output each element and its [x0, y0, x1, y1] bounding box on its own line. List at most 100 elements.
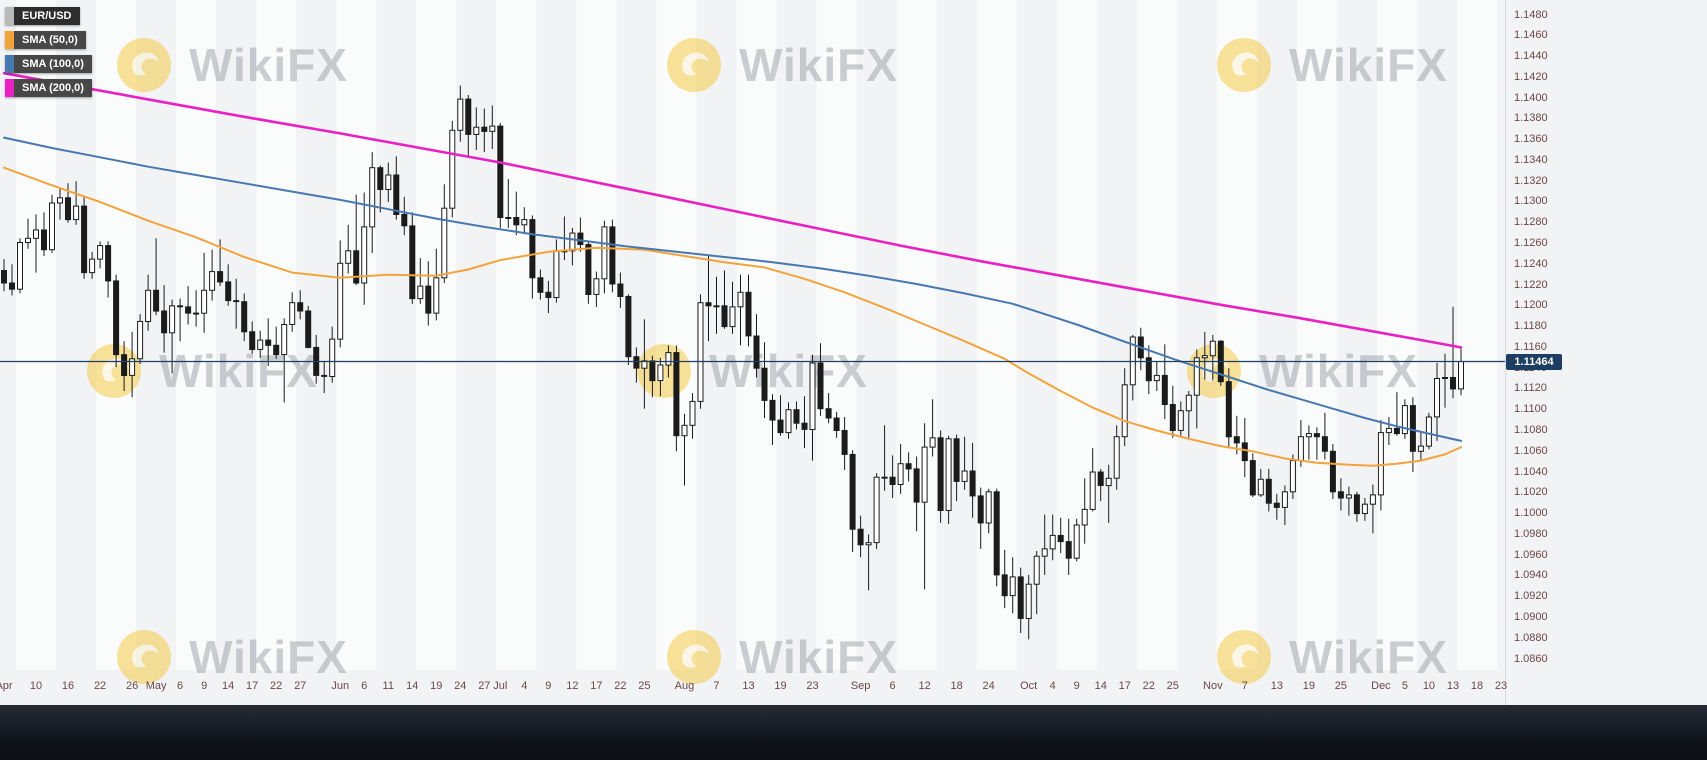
candle [185, 286, 192, 325]
candle [1025, 574, 1032, 640]
price-axis-label: 1.1040 [1514, 465, 1548, 478]
price-axis-label: 1.1400 [1514, 91, 1548, 104]
candle [473, 107, 480, 150]
symbol-badge[interactable]: EUR/USD [5, 7, 80, 25]
sma100-badge[interactable]: SMA (100,0) [5, 55, 92, 73]
candle [593, 271, 600, 307]
price-axis-label: 1.1120 [1514, 382, 1547, 395]
time-axis-label: 12 [918, 680, 931, 692]
price-axis-label: 1.1260 [1514, 237, 1548, 250]
session-band [896, 0, 937, 670]
candle [145, 274, 152, 331]
session-band [416, 0, 457, 670]
sma50-badge[interactable]: SMA (50,0) [5, 31, 86, 49]
wikifx-logo-icon [1217, 38, 1271, 92]
candle [873, 473, 880, 549]
candle [1337, 478, 1344, 511]
time-axis-label: 23 [1494, 680, 1508, 692]
candle [889, 455, 896, 498]
candle [129, 331, 136, 398]
candle [1081, 478, 1088, 544]
candle [929, 399, 936, 457]
candle [465, 95, 472, 157]
candle [825, 393, 832, 424]
price-axis-label: 1.1060 [1514, 444, 1548, 457]
candle [697, 294, 704, 409]
session-band [1216, 0, 1257, 670]
candle [401, 196, 408, 236]
bottom-bar [0, 705, 1707, 760]
session-band [496, 0, 537, 670]
candle [1273, 493, 1280, 520]
candle [289, 292, 296, 332]
time-axis-label: Dec [1371, 680, 1391, 692]
time-axis-label: 13 [1270, 680, 1283, 692]
sma50-label: SMA (50,0) [22, 34, 78, 46]
candle [1057, 517, 1064, 554]
time-axis-label: Aug [674, 680, 695, 692]
candle [1169, 385, 1176, 438]
candle [433, 248, 440, 321]
candle [73, 181, 80, 225]
price-axis-label: 1.1160 [1514, 340, 1547, 353]
time-axis-label: 25 [1166, 680, 1179, 692]
time-axis-label: 18 [1470, 680, 1484, 692]
candle [57, 187, 63, 220]
price-axis-label: 1.1340 [1514, 153, 1548, 166]
time-axis-label: 9 [545, 680, 552, 692]
sma200-label: SMA (200,0) [22, 82, 84, 94]
watermark-text: WikiFX [739, 631, 898, 683]
wikifx-logo-icon [117, 38, 171, 92]
time-axis-label: 17 [246, 680, 259, 692]
watermark: WikiFX [115, 36, 348, 94]
time-axis-label: 17 [1118, 680, 1131, 692]
candle [1401, 399, 1408, 439]
sma50-line [3, 166, 1462, 467]
price-axis-label: 1.1020 [1514, 486, 1548, 499]
candle [409, 212, 416, 304]
watermark-text: WikiFX [189, 39, 348, 91]
price-chart[interactable] [0, 0, 1707, 705]
time-axis-label: 6 [889, 680, 896, 692]
candle [1369, 484, 1376, 534]
time-axis-label: 6 [177, 680, 184, 692]
candle [1049, 514, 1056, 561]
price-axis-label: 1.0900 [1514, 610, 1548, 623]
sma200-badge[interactable]: SMA (200,0) [5, 79, 92, 97]
candle [753, 314, 760, 378]
candle [1434, 363, 1440, 441]
candle [201, 252, 208, 333]
candle [905, 452, 912, 482]
candle [633, 347, 640, 383]
candle [681, 413, 688, 486]
price-axis-label: 1.1360 [1514, 133, 1548, 146]
candle [657, 357, 664, 397]
candle [1393, 392, 1400, 436]
candle [897, 444, 904, 494]
candle [745, 274, 752, 347]
price-axis-label: 1.1280 [1514, 216, 1548, 229]
candle [345, 224, 352, 274]
candle [553, 239, 560, 303]
price-axis-label: 1.1320 [1514, 174, 1548, 187]
sma100-label: SMA (100,0) [22, 58, 84, 70]
candle [969, 442, 976, 518]
candle [1001, 549, 1008, 609]
candle [265, 318, 272, 367]
candle [305, 305, 312, 349]
price-axis[interactable]: 1.1480 1.1460 1.1440 1.1420 1.1400 1.1380 1.13… [1505, 0, 1707, 705]
candle [1257, 468, 1264, 497]
watermark: WikiFX [665, 36, 898, 94]
candle [1153, 361, 1160, 391]
last-price-badge: 1.11464 [1506, 353, 1562, 370]
candle [1009, 557, 1016, 614]
candle [1345, 486, 1352, 516]
candle [81, 196, 88, 279]
candle [17, 238, 23, 294]
time-axis-label: 16 [61, 680, 75, 692]
watermark: WikiFX [1215, 628, 1448, 686]
candle [225, 264, 232, 306]
session-band [816, 0, 857, 670]
time-axis[interactable]: Apr10162226May6914172227Jun61114192427Ju… [0, 670, 1508, 704]
